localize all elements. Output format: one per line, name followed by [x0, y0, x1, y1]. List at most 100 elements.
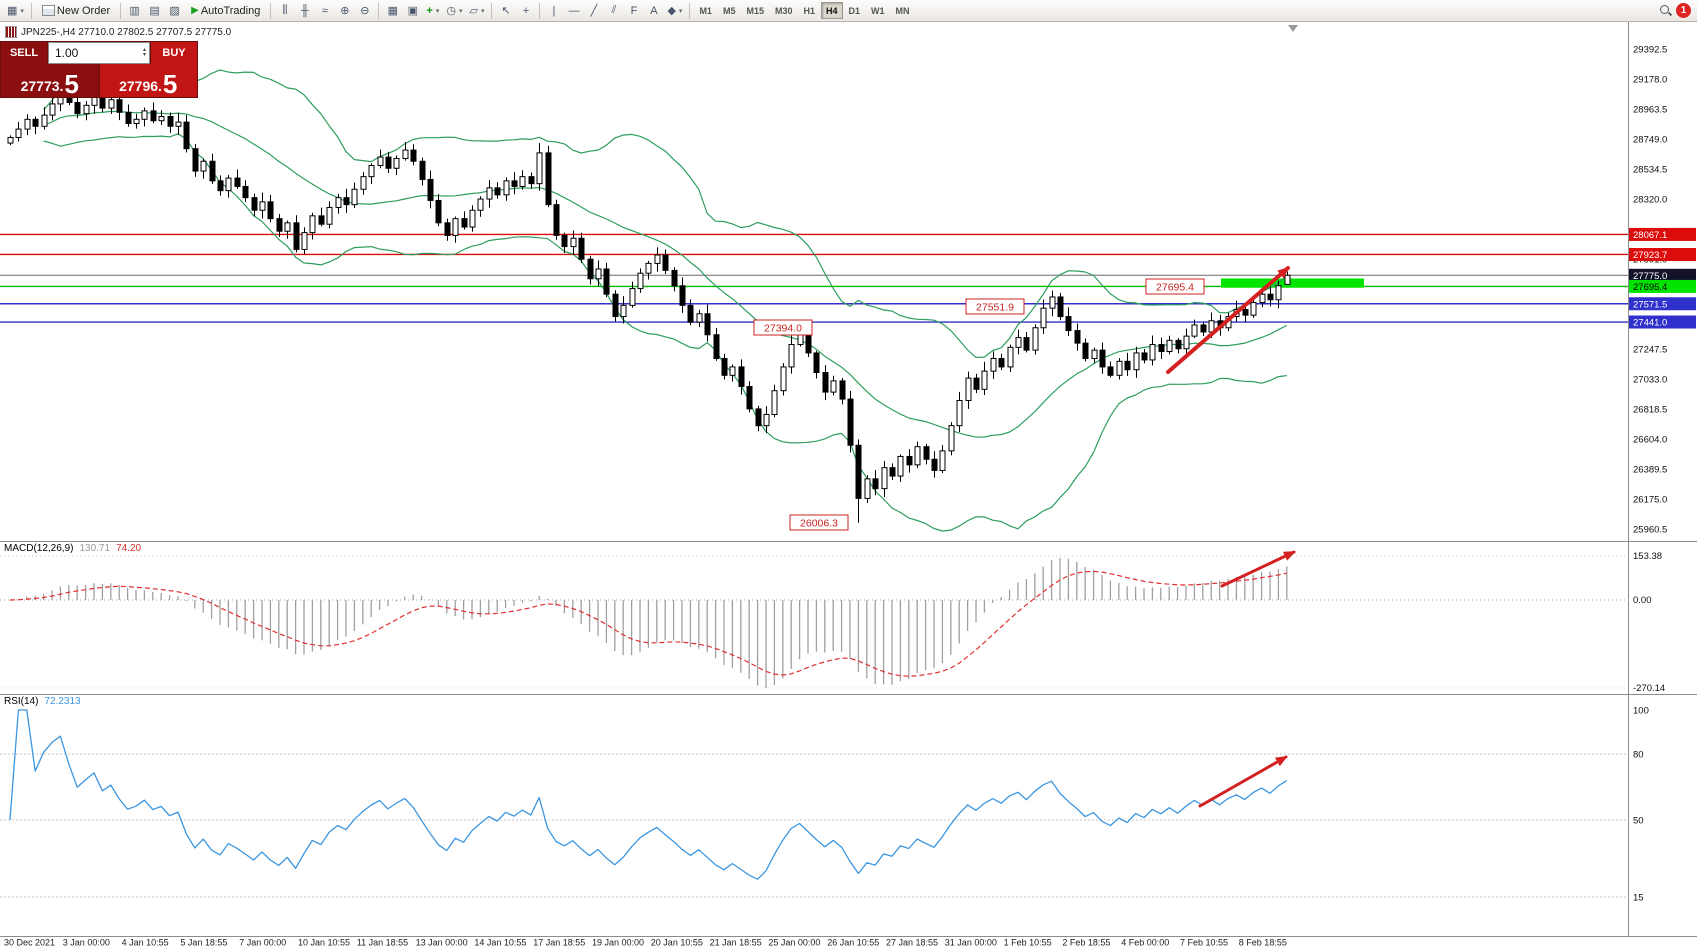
svg-text:31 Jan 00:00: 31 Jan 00:00 — [945, 938, 997, 948]
buy-price-big-digit: 5 — [162, 68, 178, 99]
rsi-name: RSI(14) — [4, 696, 39, 707]
bollinger-bands — [43, 69, 1288, 532]
svg-text:26818.5: 26818.5 — [1633, 405, 1667, 416]
vertical-line-button[interactable]: | — [544, 1, 563, 20]
rsi-value: 72.2313 — [44, 696, 81, 707]
timeframe-mn[interactable]: MN — [891, 2, 915, 19]
candlestick-chart-button[interactable]: ╫ — [295, 1, 314, 20]
crosshair-button[interactable]: + — [516, 1, 535, 20]
symbol-info: JPN225-,H4 27710.0 27802.5 27707.5 27775… — [5, 26, 231, 38]
svg-text:28320.0: 28320.0 — [1633, 195, 1667, 206]
indicators-plus-icon: + — [426, 4, 433, 17]
macd-signal-value: 74.20 — [116, 543, 142, 554]
zoom-out-button[interactable]: ⊖ — [355, 1, 374, 20]
shift-marker-icon — [1288, 25, 1298, 32]
candlestick-icon: ╫ — [300, 4, 309, 17]
svg-text:4 Jan 10:55: 4 Jan 10:55 — [122, 938, 169, 948]
bar-chart-button[interactable]: ⫼ — [275, 1, 294, 20]
svg-text:25 Jan 00:00: 25 Jan 00:00 — [768, 938, 820, 948]
timeframe-w1[interactable]: W1 — [866, 2, 890, 19]
svg-text:29392.5: 29392.5 — [1633, 45, 1667, 56]
autotrading-button[interactable]: ▶ AutoTrading — [185, 1, 266, 20]
chart-icon — [5, 26, 17, 38]
line-chart-button[interactable]: ≈ — [315, 1, 334, 20]
spinner-down-icon[interactable]: ▾ — [142, 52, 146, 58]
terminal-button[interactable]: ▨ — [165, 1, 184, 20]
svg-text:26389.5: 26389.5 — [1633, 465, 1667, 476]
chevron-down-icon: ▾ — [678, 7, 683, 15]
rsi-pane — [0, 709, 1628, 898]
timeframe-m1[interactable]: M1 — [694, 2, 717, 19]
new-chart-button[interactable]: ▦ ▾ — [4, 1, 27, 20]
time-axis: 30 Dec 2021 3 Jan 00:00 4 Jan 10:55 5 Jan 1… — [4, 938, 1287, 948]
svg-text:3 Jan 00:00: 3 Jan 00:00 — [63, 938, 110, 948]
svg-text:28963.5: 28963.5 — [1633, 105, 1667, 116]
text-button[interactable]: A — [644, 1, 663, 20]
spinner-up-icon[interactable]: ▴ — [142, 47, 146, 53]
svg-text:28749.0: 28749.0 — [1633, 135, 1667, 146]
macd-pane — [0, 555, 1628, 689]
indicators-button[interactable]: + ▾ — [423, 1, 442, 20]
templates-button[interactable]: ▱ ▾ — [466, 1, 487, 20]
tile-windows-button[interactable]: ▦ — [383, 1, 402, 20]
one-click-trading-panel: SELL 1.00 ▴ ▾ BUY 27773. 5 27796. 5 — [0, 41, 198, 98]
buy-price[interactable]: 27796. 5 — [99, 64, 197, 99]
trend-arrow — [1166, 266, 1290, 374]
zoom-out-icon: ⊖ — [360, 5, 370, 17]
new-order-button[interactable]: New Order — [36, 1, 116, 20]
buy-button[interactable]: BUY — [150, 42, 197, 64]
navigator-button[interactable]: ▤ — [145, 1, 164, 20]
svg-text:11 Jan 18:55: 11 Jan 18:55 — [357, 938, 408, 948]
sell-price[interactable]: 27773. 5 — [1, 64, 100, 97]
highlight-bar — [1221, 278, 1364, 288]
channel-button[interactable]: ⫽ — [604, 1, 623, 20]
zoom-in-button[interactable]: ⊕ — [335, 1, 354, 20]
svg-text:17 Jan 18:55: 17 Jan 18:55 — [533, 938, 585, 948]
svg-text:27551.9: 27551.9 — [976, 302, 1014, 314]
svg-text:50: 50 — [1633, 816, 1644, 827]
toolbar: ▦ ▾ New Order ▥ ▤ ▨ ▶ AutoTrading ⫼ ╫ ≈ ⊕ … — [0, 0, 1697, 22]
svg-text:27033.0: 27033.0 — [1633, 375, 1667, 386]
search-button[interactable] — [1656, 1, 1675, 20]
horizontal-line-icon: — — [568, 4, 580, 17]
svg-text:27247.5: 27247.5 — [1633, 345, 1667, 356]
timeframe-h1[interactable]: H1 — [799, 2, 821, 19]
volume-input[interactable]: 1.00 ▴ ▾ — [48, 42, 150, 64]
svg-text:10 Jan 10:55: 10 Jan 10:55 — [298, 938, 350, 948]
axes: 29392.5 29178.0 28963.5 28749.0 28534.5 28320… — [0, 22, 1697, 937]
svg-text:26604.0: 26604.0 — [1633, 435, 1667, 446]
sell-button[interactable]: SELL — [1, 42, 48, 64]
horizontal-line-button[interactable]: — — [564, 1, 583, 20]
separator — [120, 2, 122, 19]
crosshair-icon: + — [522, 4, 530, 17]
arrange-icon: ▣ — [407, 5, 419, 17]
volume-spinner[interactable]: ▴ ▾ — [142, 47, 146, 58]
notification-badge[interactable]: 1 — [1676, 3, 1691, 18]
terminal-icon: ▨ — [169, 5, 180, 17]
svg-text:153.38: 153.38 — [1633, 551, 1662, 562]
trendline-button[interactable]: ╱ — [584, 1, 603, 20]
market-watch-button[interactable]: ▥ — [125, 1, 144, 20]
auto-arrange-button[interactable]: ▣ — [403, 1, 422, 20]
chevron-down-icon: ▾ — [435, 7, 440, 15]
svg-text:7 Feb 10:55: 7 Feb 10:55 — [1180, 938, 1228, 948]
svg-text:27775.0: 27775.0 — [1633, 271, 1667, 282]
svg-text:28067.1: 28067.1 — [1633, 230, 1667, 241]
symbol-ohlc-text: JPN225-,H4 27710.0 27802.5 27707.5 27775… — [21, 26, 232, 38]
macd-label: MACD(12,26,9) 130.71 74.20 — [4, 543, 141, 554]
timeframe-m15[interactable]: M15 — [741, 2, 769, 19]
svg-text:29178.0: 29178.0 — [1633, 75, 1667, 86]
timeframe-h4[interactable]: H4 — [821, 2, 843, 19]
shapes-button[interactable]: ◆ ▾ — [664, 1, 685, 20]
timeframe-m5[interactable]: M5 — [718, 2, 741, 19]
text-icon: A — [650, 4, 658, 17]
svg-text:7 Jan 00:00: 7 Jan 00:00 — [239, 938, 286, 948]
svg-text:5 Jan 18:55: 5 Jan 18:55 — [180, 938, 227, 948]
svg-text:2 Feb 18:55: 2 Feb 18:55 — [1062, 938, 1110, 948]
timeframe-d1[interactable]: D1 — [844, 2, 866, 19]
fibonacci-button[interactable]: F — [624, 1, 643, 20]
timeframe-m30[interactable]: M30 — [770, 2, 798, 19]
cursor-button[interactable]: ↖ — [496, 1, 515, 20]
periods-button[interactable]: ◷ ▾ — [443, 1, 465, 20]
